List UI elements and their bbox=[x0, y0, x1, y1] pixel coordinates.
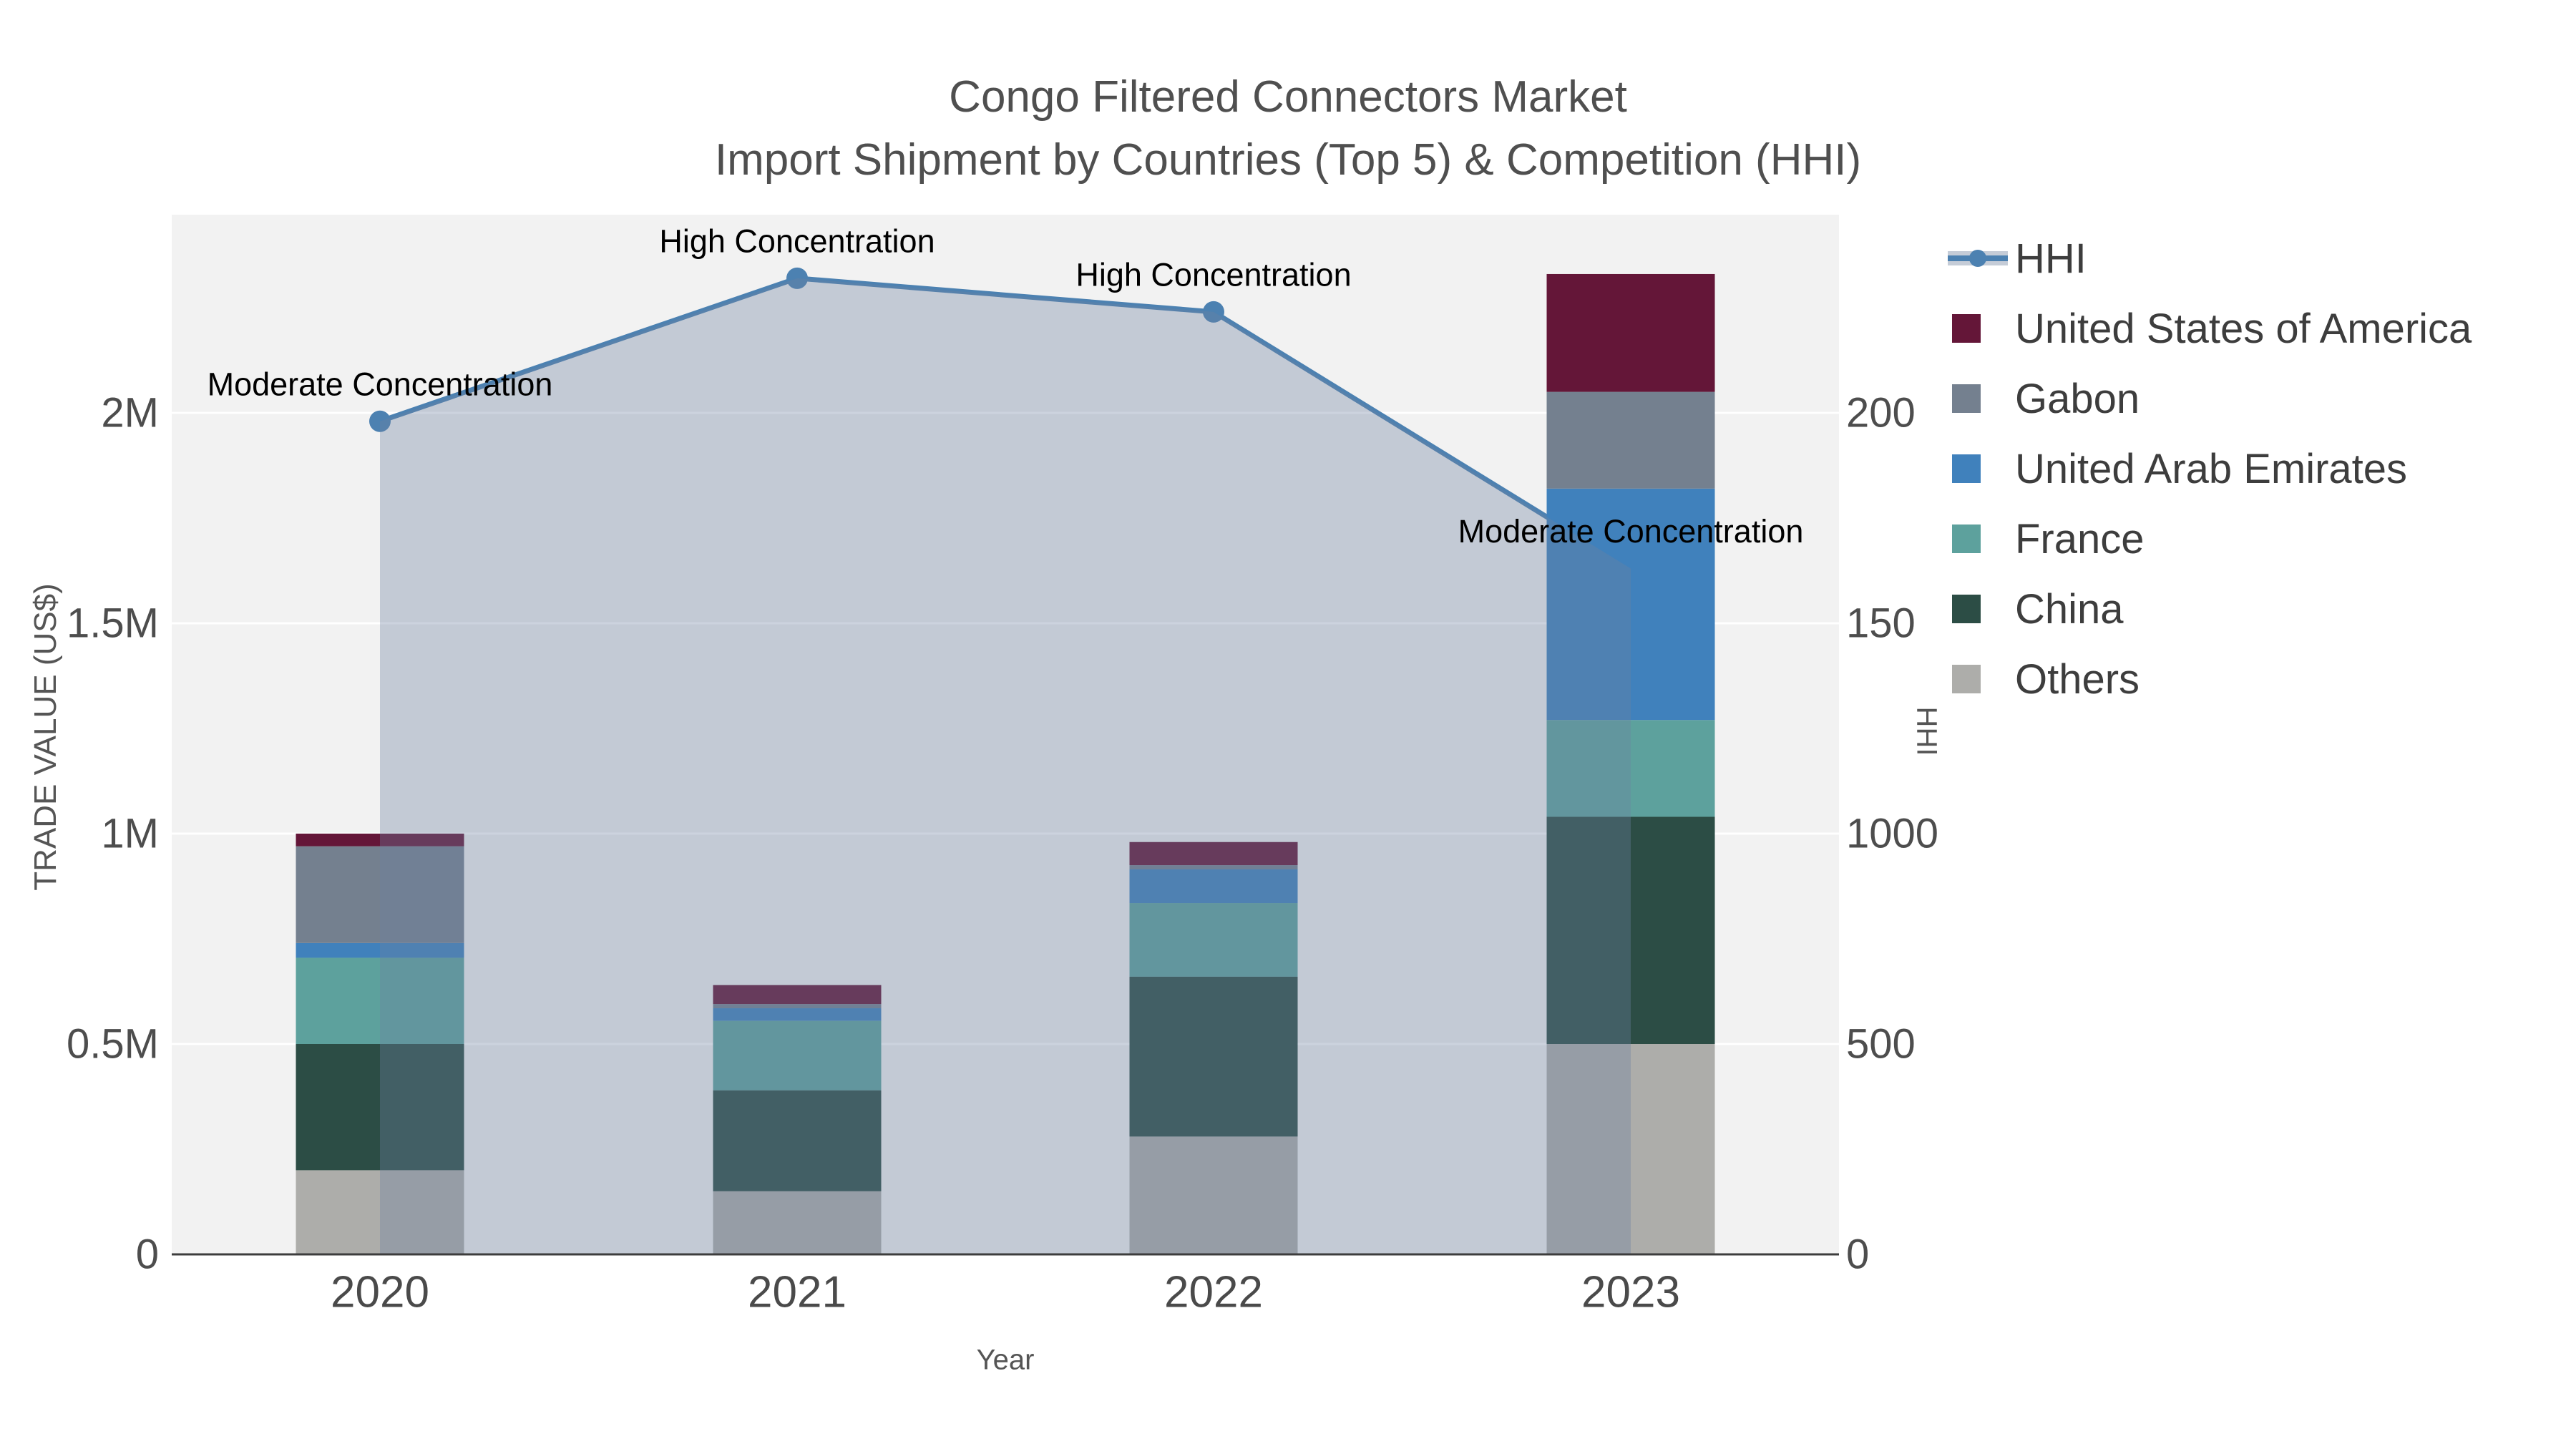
legend-item-others[interactable]: Others bbox=[1948, 644, 2563, 714]
x-tick-2022: 2022 bbox=[1164, 1268, 1263, 1317]
legend-item-uae[interactable]: United Arab Emirates bbox=[1948, 434, 2563, 504]
legend-label: United Arab Emirates bbox=[2015, 445, 2408, 492]
y-right-tick-200: 200 bbox=[1846, 390, 1916, 436]
hhi-point-2022[interactable] bbox=[1203, 301, 1224, 323]
gabon-swatch-icon bbox=[1948, 364, 2011, 434]
legend-item-usa[interactable]: United States of America bbox=[1948, 293, 2563, 364]
bar-segment-2022-united-arab-emirates[interactable] bbox=[1129, 869, 1298, 904]
hhi-line-sample-icon bbox=[1948, 223, 2011, 293]
bar-segment-2021-united-states-of-america[interactable] bbox=[713, 985, 882, 1005]
china-swatch-icon bbox=[1948, 574, 2011, 644]
france-swatch-icon bbox=[1948, 504, 2011, 574]
y-right-tick-500: 500 bbox=[1846, 1021, 1916, 1068]
hhi-point-2021[interactable] bbox=[786, 267, 808, 289]
x-tick-2020: 2020 bbox=[331, 1268, 429, 1317]
bar-segment-2022-others[interactable] bbox=[1129, 1136, 1298, 1254]
bar-segment-2020-france[interactable] bbox=[296, 957, 464, 1044]
bar-segment-2021-france[interactable] bbox=[713, 1020, 882, 1091]
bar-segment-2022-china[interactable] bbox=[1129, 976, 1298, 1137]
bar-segment-2021-gabon[interactable] bbox=[713, 1004, 882, 1009]
bar-segment-2021-others[interactable] bbox=[713, 1191, 882, 1254]
legend-label: France bbox=[2015, 515, 2145, 562]
legend-item-gabon[interactable]: Gabon bbox=[1948, 364, 2563, 434]
y-axis-title-left: TRADE VALUE (US$) bbox=[28, 583, 63, 891]
y-axis-title-right: HHI bbox=[1911, 706, 1943, 756]
usa-swatch-icon bbox=[1948, 293, 2011, 364]
bar-segment-2020-others[interactable] bbox=[296, 1170, 464, 1254]
annotation-2021: High Concentration bbox=[659, 223, 935, 259]
y-right-tick-150: 150 bbox=[1846, 600, 1916, 647]
bar-segment-2023-united-arab-emirates[interactable] bbox=[1546, 488, 1715, 721]
hhi-area-fill bbox=[380, 278, 1631, 1255]
chart-subtitle: Import Shipment by Countries (Top 5) & C… bbox=[714, 135, 1862, 185]
hhi-line bbox=[379, 275, 1632, 571]
bar-segment-2023-gabon[interactable] bbox=[1546, 391, 1715, 489]
x-tick-2023: 2023 bbox=[1581, 1268, 1680, 1317]
annotation-2023: Moderate Concentration bbox=[1458, 513, 1804, 550]
legend-label: United States of America bbox=[2015, 305, 2472, 352]
y-left-tick-0: 0 bbox=[136, 1231, 159, 1278]
y-left-tick-2M: 2M bbox=[101, 390, 159, 436]
bar-segment-2022-gabon[interactable] bbox=[1129, 865, 1298, 869]
hhi-point-2020[interactable] bbox=[369, 410, 391, 432]
bar-segment-2023-united-states-of-america[interactable] bbox=[1546, 273, 1715, 392]
x-axis-title: Year bbox=[976, 1344, 1035, 1376]
uae-swatch-icon bbox=[1948, 434, 2011, 504]
legend-label: China bbox=[2015, 585, 2124, 633]
y-left-tick-1.5M: 1.5M bbox=[67, 600, 159, 647]
y-right-tick-1000: 1000 bbox=[1846, 811, 1938, 857]
annotation-2022: High Concentration bbox=[1075, 256, 1351, 293]
legend-label: Others bbox=[2015, 655, 2140, 703]
y-left-tick-0.5M: 0.5M bbox=[67, 1021, 159, 1068]
legend: HHI United States of America Gabon Unite… bbox=[1948, 223, 2563, 714]
legend-label: HHI bbox=[2015, 235, 2087, 282]
bar-segment-2023-china[interactable] bbox=[1546, 816, 1715, 1044]
y-right-tick-0: 0 bbox=[1846, 1231, 1869, 1278]
chart-title-block: Congo Filtered Connectors Market Import … bbox=[0, 66, 2576, 192]
bar-segment-2020-united-states-of-america[interactable] bbox=[296, 834, 464, 847]
bar-segment-2022-france[interactable] bbox=[1129, 903, 1298, 977]
legend-item-france[interactable]: France bbox=[1948, 504, 2563, 574]
x-tick-2021: 2021 bbox=[748, 1268, 847, 1317]
others-swatch-icon bbox=[1948, 644, 2011, 714]
bar-segment-2020-china[interactable] bbox=[296, 1044, 464, 1171]
annotation-2020: Moderate Concentration bbox=[208, 366, 553, 402]
bar-segment-2023-france[interactable] bbox=[1546, 720, 1715, 817]
legend-item-hhi[interactable]: HHI bbox=[1948, 223, 2563, 293]
bar-segment-2020-united-arab-emirates[interactable] bbox=[296, 942, 464, 958]
y-left-tick-1M: 1M bbox=[101, 811, 159, 857]
legend-item-china[interactable]: China bbox=[1948, 574, 2563, 644]
bar-segment-2022-united-states-of-america[interactable] bbox=[1129, 841, 1298, 866]
bar-segment-2021-china[interactable] bbox=[713, 1090, 882, 1191]
chart-title: Congo Filtered Connectors Market bbox=[949, 72, 1627, 122]
legend-label: Gabon bbox=[2015, 375, 2140, 422]
bar-segment-2020-gabon[interactable] bbox=[296, 846, 464, 943]
bar-segment-2021-united-arab-emirates[interactable] bbox=[713, 1008, 882, 1021]
bar-segment-2023-others[interactable] bbox=[1546, 1044, 1715, 1254]
